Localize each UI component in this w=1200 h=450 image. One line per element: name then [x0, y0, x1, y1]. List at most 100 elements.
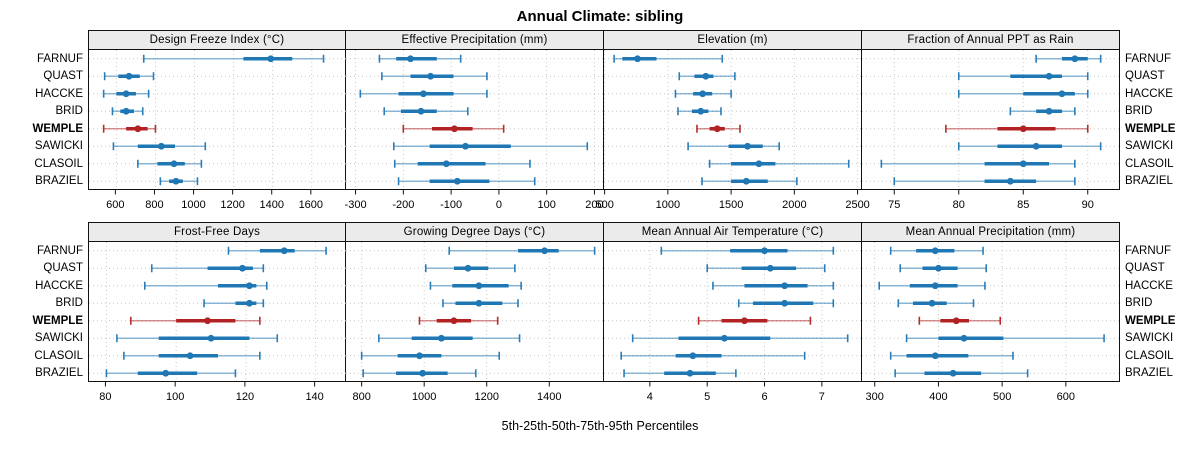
percentile-row-sawicki: [957, 142, 1102, 151]
svg-text:4: 4: [647, 391, 653, 403]
percentile-row-wemple: [697, 316, 812, 325]
svg-text:600: 600: [106, 199, 124, 211]
svg-text:100: 100: [537, 199, 555, 211]
percentile-row-clasoil: [137, 159, 203, 168]
axis-canvas: 300 400 500 600: [866, 382, 1075, 403]
panel-header-effective-precipitation: Effective Precipitation (mm): [346, 30, 604, 50]
percentile-row-haccke: [429, 281, 522, 290]
svg-text:7: 7: [819, 391, 825, 403]
axis-canvas: 75 80 85 90: [888, 190, 1094, 211]
axis-canvas: -300 -200 -100 0 100 200: [345, 190, 604, 211]
percentile-row-brid: [383, 107, 469, 116]
row-labels-right-bottom: FARNUF QUAST HACCKE BRID WEMPLE SAWICKI …: [1120, 242, 1200, 382]
percentile-row-braziel: [105, 369, 237, 378]
svg-text:800: 800: [145, 199, 163, 211]
station-label-sawicki: SAWICKI: [34, 140, 83, 153]
svg-text:500: 500: [595, 199, 613, 211]
station-label-quast: QUAST: [43, 70, 83, 83]
svg-text:-200: -200: [392, 199, 414, 211]
station-label-farnuf: FARNUF: [37, 52, 83, 65]
svg-text:75: 75: [888, 199, 900, 211]
corner-spacer: [1120, 222, 1200, 242]
percentile-row-haccke: [143, 281, 268, 290]
plot-canvas: [862, 50, 1120, 190]
percentile-row-brid: [1009, 107, 1076, 116]
station-label-haccke: HACCKE: [35, 87, 83, 100]
panel-header-elevation: Elevation (m): [604, 30, 862, 50]
percentile-row-quast: [706, 264, 826, 273]
svg-text:200: 200: [585, 199, 603, 211]
percentile-row-quast: [150, 264, 265, 273]
percentile-row-brid: [897, 299, 975, 308]
station-label-brid: BRID: [1125, 297, 1153, 310]
percentile-row-braziel: [397, 177, 536, 186]
svg-text:-100: -100: [440, 199, 462, 211]
percentile-row-quast: [424, 264, 516, 273]
chart-grid: Design Freeze Index (°C) Effective Preci…: [0, 30, 1200, 409]
percentile-row-clasoil: [123, 351, 261, 360]
x-axis-elevation: 500 1000 1500 2000 2500: [595, 190, 870, 217]
svg-text:0: 0: [496, 199, 502, 211]
percentile-row-brid: [203, 299, 265, 308]
station-label-haccke: HACCKE: [35, 279, 83, 292]
percentile-row-quast: [899, 264, 988, 273]
percentile-row-clasoil: [889, 351, 1014, 360]
plot-canvas: [604, 50, 862, 190]
percentile-row-braziel: [159, 177, 199, 186]
percentile-row-brid: [442, 299, 519, 308]
station-label-sawicki: SAWICKI: [1125, 140, 1174, 153]
percentile-row-braziel: [362, 369, 477, 378]
chart-title: Annual Climate: sibling: [516, 8, 684, 25]
corner-spacer: [0, 382, 88, 409]
percentile-row-wemple: [402, 124, 505, 133]
percentile-row-wemple: [945, 124, 1089, 133]
panel-plot-mean-annual-precipitation: [862, 242, 1120, 382]
panel-plot-effective-precipitation: [346, 50, 604, 190]
station-label-brid: BRID: [55, 297, 83, 310]
station-label-braziel: BRAZIEL: [35, 175, 83, 188]
panel-header-frost-free-days: Frost-Free Days: [88, 222, 346, 242]
station-label-brid: BRID: [55, 105, 83, 118]
percentile-row-quast: [103, 72, 155, 81]
station-label-braziel: BRAZIEL: [35, 367, 83, 380]
row-labels-left-bottom: FARNUF QUAST HACCKE BRID WEMPLE SAWICKI …: [0, 242, 88, 382]
svg-text:500: 500: [993, 391, 1011, 403]
percentile-row-clasoil: [620, 351, 806, 360]
station-label-clasoil: CLASOIL: [1125, 157, 1174, 170]
percentiles-axis-label: 5th-25th-50th-75th-95th Percentiles: [501, 419, 699, 433]
svg-text:400: 400: [929, 391, 947, 403]
percentile-row-brid: [111, 107, 144, 116]
percentile-row-braziel: [623, 369, 737, 378]
axis-canvas: 500 1000 1500 2000 2500: [595, 190, 870, 211]
svg-text:1200: 1200: [220, 199, 244, 211]
svg-text:2500: 2500: [845, 199, 869, 211]
plot-canvas: [346, 50, 604, 190]
row-labels-right-top: FARNUF QUAST HACCKE BRID WEMPLE SAWICKI …: [1120, 50, 1200, 190]
station-label-wemple: WEMPLE: [1125, 122, 1176, 135]
station-label-farnuf: FARNUF: [1125, 244, 1171, 257]
percentile-row-wemple: [130, 316, 261, 325]
station-label-haccke: HACCKE: [1125, 87, 1173, 100]
svg-text:800: 800: [352, 391, 370, 403]
percentile-row-braziel: [893, 177, 1076, 186]
percentile-row-sawicki: [378, 334, 521, 343]
percentile-row-quast: [381, 72, 488, 81]
percentile-row-sawicki: [112, 142, 207, 151]
svg-text:1200: 1200: [474, 391, 498, 403]
station-label-sawicki: SAWICKI: [34, 332, 83, 345]
panel-header-fraction-ppt-rain: Fraction of Annual PPT as Rain: [862, 30, 1120, 50]
station-label-quast: QUAST: [1125, 70, 1165, 83]
x-axis-design-freeze-index: 600 800 1000 1200 1400 1600: [88, 190, 346, 217]
station-label-clasoil: CLASOIL: [34, 349, 83, 362]
percentile-row-sawicki: [687, 142, 780, 151]
station-label-wemple: WEMPLE: [1125, 314, 1176, 327]
svg-text:90: 90: [1082, 199, 1094, 211]
svg-text:600: 600: [1057, 391, 1075, 403]
station-label-braziel: BRAZIEL: [1125, 175, 1173, 188]
x-axis-growing-degree-days: 800 1000 1200 1400: [346, 382, 604, 409]
station-label-wemple: WEMPLE: [32, 314, 83, 327]
percentile-row-wemple: [102, 124, 157, 133]
svg-text:-300: -300: [345, 199, 367, 211]
svg-text:1000: 1000: [656, 199, 680, 211]
